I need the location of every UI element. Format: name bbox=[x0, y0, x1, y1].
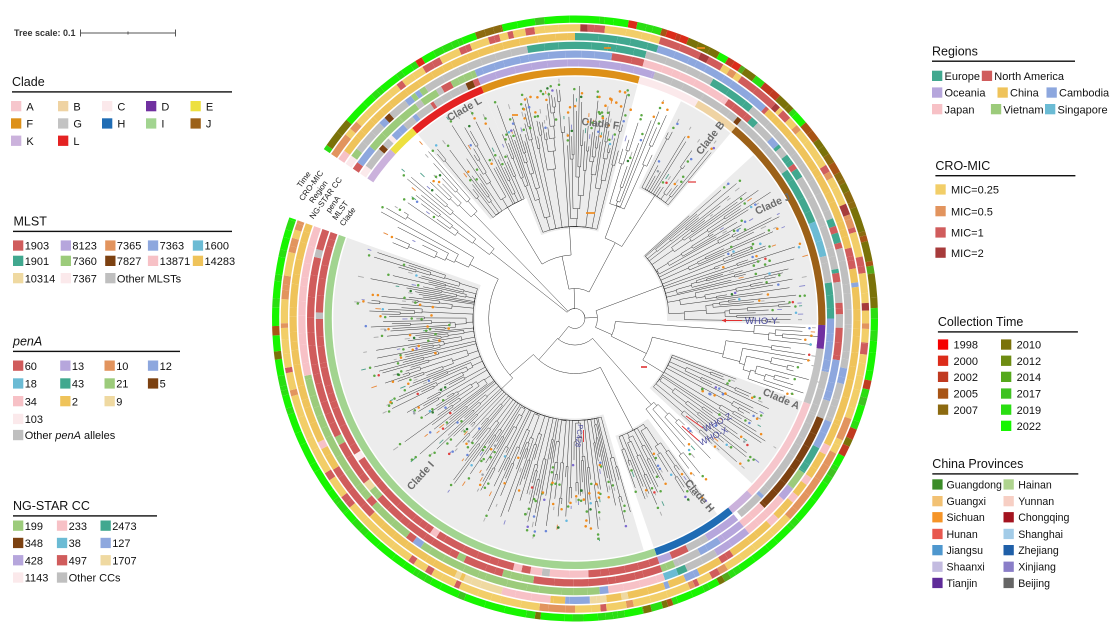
svg-text:K: K bbox=[26, 136, 34, 148]
svg-text:Jiangsu: Jiangsu bbox=[947, 545, 984, 557]
svg-text:428: 428 bbox=[25, 555, 43, 567]
svg-text:7365: 7365 bbox=[117, 241, 141, 253]
svg-text:Shanghai: Shanghai bbox=[1018, 529, 1063, 541]
svg-text:7367: 7367 bbox=[72, 273, 96, 285]
svg-text:Oceania: Oceania bbox=[945, 88, 987, 100]
svg-text:1998: 1998 bbox=[954, 340, 978, 352]
svg-text:D: D bbox=[161, 101, 169, 113]
svg-text:Shaanxi: Shaanxi bbox=[947, 562, 985, 574]
svg-text:China Provinces: China Provinces bbox=[932, 457, 1023, 471]
svg-text:Other penA alleles: Other penA alleles bbox=[25, 430, 116, 442]
svg-text:2473: 2473 bbox=[112, 521, 136, 533]
svg-text:MIC=2: MIC=2 bbox=[951, 248, 984, 260]
svg-text:2: 2 bbox=[72, 396, 78, 408]
svg-text:penA: penA bbox=[12, 335, 42, 349]
svg-text:14283: 14283 bbox=[205, 256, 236, 268]
svg-text:1901: 1901 bbox=[25, 256, 49, 268]
svg-text:43: 43 bbox=[72, 379, 84, 391]
svg-text:2002: 2002 bbox=[954, 372, 978, 384]
svg-text:Clade: Clade bbox=[12, 75, 45, 89]
svg-text:2010: 2010 bbox=[1017, 340, 1041, 352]
svg-text:Tianjin: Tianjin bbox=[947, 578, 978, 590]
svg-text:Chongqing: Chongqing bbox=[1018, 512, 1069, 524]
svg-text:G: G bbox=[73, 119, 82, 131]
svg-text:Hunan: Hunan bbox=[947, 529, 978, 541]
svg-text:Tree scale: 0.1: Tree scale: 0.1 bbox=[14, 28, 76, 38]
svg-text:2007: 2007 bbox=[954, 405, 978, 417]
svg-text:1600: 1600 bbox=[205, 241, 229, 253]
svg-text:Guangxi: Guangxi bbox=[947, 496, 986, 508]
svg-text:1707: 1707 bbox=[112, 555, 136, 567]
svg-text:5: 5 bbox=[160, 379, 166, 391]
svg-text:MIC=1: MIC=1 bbox=[951, 228, 984, 240]
svg-text:Other MLSTs: Other MLSTs bbox=[117, 273, 182, 285]
svg-text:E: E bbox=[206, 101, 213, 113]
svg-text:10: 10 bbox=[116, 361, 128, 373]
svg-text:MLST: MLST bbox=[14, 215, 48, 229]
svg-text:Singapore: Singapore bbox=[1058, 104, 1108, 116]
svg-text:8123: 8123 bbox=[72, 241, 96, 253]
svg-text:Guangdong: Guangdong bbox=[947, 479, 1002, 491]
svg-text:199: 199 bbox=[25, 521, 43, 533]
svg-text:Japan: Japan bbox=[945, 104, 975, 116]
svg-text:233: 233 bbox=[69, 521, 87, 533]
svg-text:497: 497 bbox=[69, 555, 87, 567]
svg-text:MIC=0.25: MIC=0.25 bbox=[951, 185, 999, 197]
svg-text:C: C bbox=[117, 101, 125, 113]
svg-text:L: L bbox=[73, 136, 79, 148]
svg-text:7827: 7827 bbox=[117, 256, 141, 268]
svg-text:13: 13 bbox=[72, 361, 84, 373]
svg-text:Sichuan: Sichuan bbox=[947, 512, 985, 524]
svg-text:10314: 10314 bbox=[25, 273, 56, 285]
svg-text:Zhejiang: Zhejiang bbox=[1018, 545, 1059, 557]
svg-text:7360: 7360 bbox=[72, 256, 96, 268]
svg-text:2014: 2014 bbox=[1017, 372, 1041, 384]
svg-text:H: H bbox=[117, 119, 125, 131]
svg-text:2000: 2000 bbox=[954, 356, 978, 368]
svg-text:348: 348 bbox=[25, 538, 43, 550]
svg-text:103: 103 bbox=[25, 414, 43, 426]
svg-text:34: 34 bbox=[25, 396, 37, 408]
svg-text:B: B bbox=[73, 101, 80, 113]
svg-text:60: 60 bbox=[25, 361, 37, 373]
svg-text:F: F bbox=[26, 119, 33, 131]
svg-text:9: 9 bbox=[116, 396, 122, 408]
svg-text:Beijing: Beijing bbox=[1018, 578, 1050, 590]
svg-text:WHO-Y: WHO-Y bbox=[745, 316, 778, 327]
svg-text:2019: 2019 bbox=[1017, 405, 1041, 417]
svg-text:Collection Time: Collection Time bbox=[938, 315, 1023, 329]
svg-text:NG-STAR CC: NG-STAR CC bbox=[13, 499, 90, 513]
svg-text:7363: 7363 bbox=[160, 241, 184, 253]
svg-text:21: 21 bbox=[116, 379, 128, 391]
svg-text:A: A bbox=[26, 101, 34, 113]
svg-text:Hainan: Hainan bbox=[1018, 479, 1052, 491]
svg-text:2012: 2012 bbox=[1017, 356, 1041, 368]
svg-text:12: 12 bbox=[160, 361, 172, 373]
svg-text:18: 18 bbox=[25, 379, 37, 391]
svg-text:13871: 13871 bbox=[160, 256, 191, 268]
svg-text:MIC=0.5: MIC=0.5 bbox=[951, 206, 993, 218]
svg-text:Cambodia: Cambodia bbox=[1059, 88, 1110, 100]
svg-text:Europe: Europe bbox=[945, 71, 980, 83]
svg-text:1143: 1143 bbox=[25, 573, 49, 585]
svg-text:J: J bbox=[206, 119, 212, 131]
svg-text:127: 127 bbox=[112, 538, 130, 550]
svg-text:Vietnam: Vietnam bbox=[1003, 104, 1043, 116]
svg-text:Regions: Regions bbox=[932, 44, 978, 58]
svg-text:Other CCs: Other CCs bbox=[69, 573, 121, 585]
svg-text:2005: 2005 bbox=[954, 389, 978, 401]
svg-text:Xinjiang: Xinjiang bbox=[1018, 562, 1056, 574]
svg-text:2017: 2017 bbox=[1017, 389, 1041, 401]
svg-text:North America: North America bbox=[994, 71, 1065, 83]
svg-text:China: China bbox=[1010, 88, 1040, 100]
svg-text:CRO-MIC: CRO-MIC bbox=[935, 159, 990, 173]
svg-text:38: 38 bbox=[69, 538, 81, 550]
svg-text:I: I bbox=[161, 119, 164, 131]
svg-text:Yunnan: Yunnan bbox=[1018, 496, 1054, 508]
svg-text:1903: 1903 bbox=[25, 241, 49, 253]
svg-text:2022: 2022 bbox=[1017, 421, 1041, 433]
